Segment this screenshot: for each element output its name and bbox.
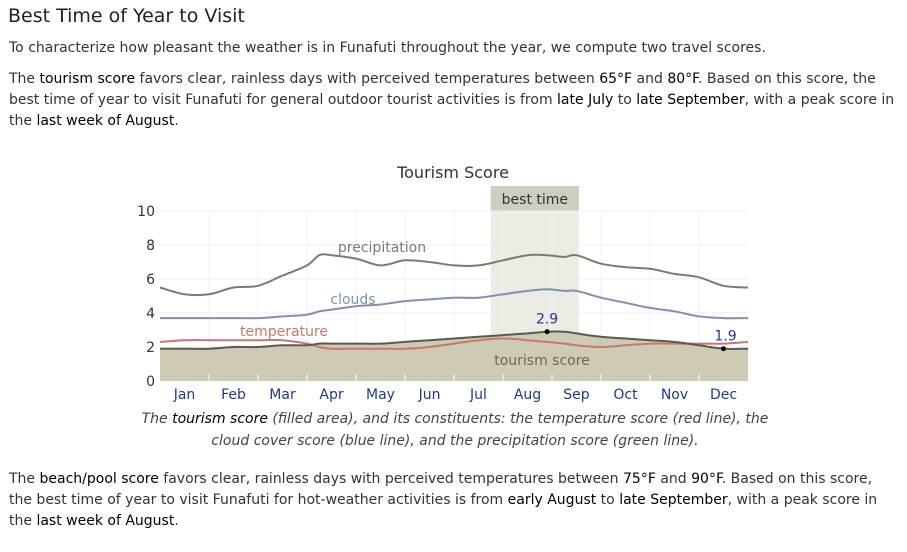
clouds-label: clouds xyxy=(330,292,375,308)
text-span: The xyxy=(9,71,40,87)
x-tick-label: Mar xyxy=(269,387,296,403)
y-tick-label: 10 xyxy=(137,204,155,220)
precipitation-line xyxy=(159,253,749,297)
beach-score-term: beach/pool score xyxy=(39,471,159,487)
y-tick-label: 2 xyxy=(146,340,155,356)
temp-high: 90°F xyxy=(691,471,722,487)
peak-week: last week of August xyxy=(36,513,175,529)
best-time-start: late July xyxy=(557,92,614,108)
x-tick-label: Sep xyxy=(563,387,590,403)
annotation-marker xyxy=(721,346,726,352)
x-tick-label: Dec xyxy=(710,387,737,403)
temperature-label: temperature xyxy=(240,324,328,340)
tourism-score-term: tourism score xyxy=(39,71,136,87)
precipitation-label: precipitation xyxy=(338,240,426,256)
text-span: favors clear, rainless days with perceiv… xyxy=(158,471,623,487)
x-tick-label: Apr xyxy=(319,387,343,403)
best-time-start: early August xyxy=(507,492,597,508)
tourism-paragraph: The tourism score favors clear, rainless… xyxy=(9,69,899,132)
text-span: . Based on this score, the best time of … xyxy=(9,471,873,508)
best-time-end: late September xyxy=(619,492,728,508)
section-title: Best Time of Year to Visit xyxy=(8,5,245,27)
clouds-line xyxy=(160,288,749,320)
y-tick-label: 8 xyxy=(146,238,155,254)
tourism-score-chart: Tourism Score best time 0 2 4 6 8 10 Jan Feb Mar Ap… xyxy=(137,163,749,403)
text-span: The xyxy=(141,411,173,427)
x-tick-label: Oct xyxy=(613,387,638,403)
temp-low: 65°F xyxy=(599,71,633,87)
best-time-header xyxy=(490,186,579,211)
x-tick-label: Jul xyxy=(469,387,487,403)
text-span: . xyxy=(174,513,179,529)
x-tick-label: Nov xyxy=(661,387,688,403)
tourism-score-label: tourism score xyxy=(494,353,590,369)
text-span: to xyxy=(613,92,637,108)
tourism-score-line xyxy=(160,330,749,350)
y-tick-label: 0 xyxy=(146,374,155,390)
x-tick-label: Jun xyxy=(418,387,441,403)
text-span: . xyxy=(174,113,179,129)
best-time-label: best time xyxy=(502,192,568,208)
temperature-line xyxy=(159,337,749,350)
temp-low: 75°F xyxy=(623,471,656,487)
temp-high: 80°F xyxy=(667,71,698,87)
text-span: to xyxy=(596,492,620,508)
x-tick-label: Feb xyxy=(221,387,246,403)
best-time-end: late September xyxy=(636,92,745,108)
text-span: (filled area), and its constituents: the… xyxy=(211,411,769,449)
annotation-marker xyxy=(544,329,550,335)
x-tick-label: May xyxy=(366,387,395,403)
chart-title: Tourism Score xyxy=(396,163,509,182)
text-span: . Based on this score, the best time of … xyxy=(9,71,876,108)
text-span: , with a peak score in the xyxy=(9,92,895,129)
x-tick-label: Jan xyxy=(173,387,196,403)
annotation-label: 2.9 xyxy=(536,312,558,328)
annotation-label: 1.9 xyxy=(714,329,736,345)
text-span: The xyxy=(9,471,40,487)
y-tick-label: 6 xyxy=(146,272,155,288)
caption-score-term: tourism score xyxy=(172,411,268,427)
beach-paragraph: The beach/pool score favors clear, rainl… xyxy=(9,469,899,532)
text-span: , with a peak score in the xyxy=(9,492,878,529)
text-span: favors clear, rainless days with perceiv… xyxy=(135,71,600,87)
y-tick-label: 4 xyxy=(146,306,155,322)
text-span: and xyxy=(632,71,668,87)
intro-paragraph: To characterize how pleasant the weather… xyxy=(9,40,766,56)
text-span: and xyxy=(655,471,692,487)
x-tick-label: Aug xyxy=(514,387,541,403)
tourism-score-area xyxy=(160,331,748,381)
peak-week: last week of August xyxy=(36,113,175,129)
chart-caption: The tourism score (filled area), and its… xyxy=(130,408,780,452)
